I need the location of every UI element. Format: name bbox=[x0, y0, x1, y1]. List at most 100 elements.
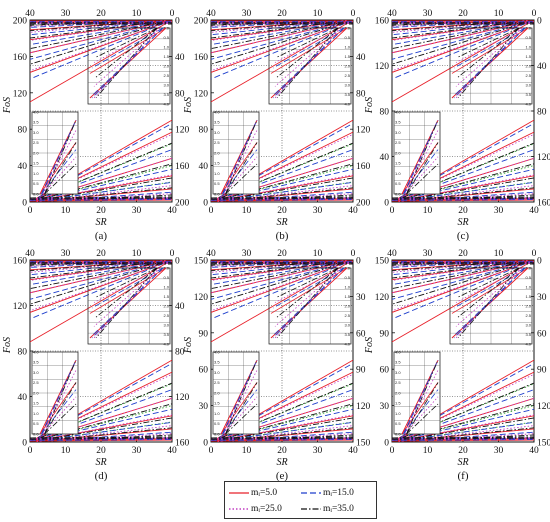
inset-series-line bbox=[404, 396, 439, 435]
inset-series-line bbox=[91, 267, 164, 339]
series-line-base bbox=[30, 437, 172, 440]
inset-tick-label: 3.5 bbox=[525, 92, 531, 97]
inset-tick-label: 1.5 bbox=[33, 401, 39, 406]
x-tick-label: 30 bbox=[132, 446, 142, 456]
inset-series-line bbox=[220, 142, 258, 195]
series-line-base bbox=[211, 197, 353, 200]
series-line-top bbox=[211, 20, 353, 54]
right-y-tick-label: 40 bbox=[175, 53, 185, 63]
panel-label: (f) bbox=[458, 470, 469, 482]
series-line-top bbox=[30, 20, 172, 103]
x-tick-label: 0 bbox=[28, 206, 33, 216]
series-line-top bbox=[30, 20, 172, 41]
inset-tick-label: 1.0 bbox=[33, 171, 39, 176]
series-line-top bbox=[211, 260, 353, 281]
top-x-tick-label: 20 bbox=[458, 249, 468, 259]
series-line-top bbox=[211, 260, 353, 312]
inset-tick-label: 2.0 bbox=[525, 303, 531, 308]
top-x-tick-label: 0 bbox=[532, 249, 537, 259]
series-line-top bbox=[30, 260, 172, 300]
series-line-base bbox=[30, 199, 172, 202]
series-line-top bbox=[211, 260, 353, 343]
y-tick-label: 150 bbox=[194, 257, 209, 267]
inset-tick-label: 3.0 bbox=[214, 130, 220, 135]
inset-tick-label: 0.5 bbox=[163, 275, 169, 280]
series-line bbox=[392, 168, 534, 202]
inset-tick-label: 2.0 bbox=[214, 390, 220, 395]
y-tick-label: 40 bbox=[199, 162, 209, 172]
x-tick-label: 20 bbox=[277, 446, 287, 456]
panel-curves bbox=[392, 20, 534, 202]
x-tick-label: 30 bbox=[313, 206, 323, 216]
series-line-top bbox=[30, 260, 172, 281]
series-line-top bbox=[392, 260, 534, 273]
series-line-top bbox=[211, 20, 353, 41]
series-line-base bbox=[30, 439, 172, 441]
inset-series-line bbox=[42, 156, 77, 195]
inset-tick-label: 1.0 bbox=[395, 171, 401, 176]
inset-tick-label: 0.0 bbox=[344, 25, 350, 30]
series-line bbox=[392, 149, 534, 202]
inset-series-line bbox=[41, 389, 77, 435]
inset-tick-label: 0.5 bbox=[344, 35, 350, 40]
inset-series-line bbox=[225, 382, 258, 435]
inset-tick-label: 1.5 bbox=[163, 294, 169, 299]
inset-series-line bbox=[44, 142, 77, 195]
right-y-tick-label: 80 bbox=[356, 89, 366, 99]
inset-tick-label: 1.0 bbox=[344, 44, 350, 49]
right-y-tick-label: 120 bbox=[537, 153, 550, 163]
inset-tick-label: 2.5 bbox=[33, 380, 39, 385]
inset-tick-label: 3.5 bbox=[163, 332, 169, 337]
inset-tick-label: 0.5 bbox=[395, 421, 401, 426]
series-line-base bbox=[392, 439, 534, 442]
inset-tick-label: 2.5 bbox=[214, 140, 220, 145]
legend-swatch-m15 bbox=[301, 492, 321, 494]
y-tick-label: 0 bbox=[22, 199, 27, 209]
inset-series-line bbox=[276, 27, 339, 78]
y-tick-label: 200 bbox=[194, 17, 209, 27]
series-line-base bbox=[392, 439, 534, 441]
series-line-base bbox=[392, 198, 534, 201]
y-tick-label: 40 bbox=[380, 153, 390, 163]
series-line bbox=[30, 403, 172, 442]
series-line-base bbox=[211, 437, 353, 439]
x-tick-label: 20 bbox=[96, 206, 106, 216]
y-tick-label: 60 bbox=[199, 366, 209, 376]
inset-tick-label: 1.0 bbox=[214, 411, 220, 416]
inset-tick-label: 0.0 bbox=[33, 431, 39, 436]
inset-tick-label: 3.5 bbox=[344, 332, 350, 337]
y-tick-label: 120 bbox=[13, 89, 28, 99]
inset-tick-label: 0.0 bbox=[344, 265, 350, 270]
inset-bottom-left: 0.0 0.5 1.0 1.5 2.0 2.5 3.0 3.5 4.0 bbox=[393, 349, 441, 436]
inset-tick-label: 1.5 bbox=[525, 54, 531, 59]
inset-series-line bbox=[42, 370, 77, 435]
series-line-top bbox=[30, 20, 172, 80]
inset-tick-label: 2.5 bbox=[33, 140, 39, 145]
inset-tick-label: 2.5 bbox=[214, 380, 220, 385]
series-line-base bbox=[30, 439, 172, 442]
y-tick-label: 40 bbox=[18, 162, 28, 172]
top-x-tick-label: 10 bbox=[313, 9, 323, 19]
x-tick-label: 20 bbox=[277, 206, 287, 216]
series-line bbox=[392, 389, 534, 442]
inset-series-line bbox=[89, 27, 167, 74]
inset-series-line bbox=[406, 360, 439, 435]
top-x-tick-label: 40 bbox=[25, 9, 35, 19]
legend-label-m35: mᵢ=35.0 bbox=[323, 504, 354, 514]
series-line-top bbox=[211, 20, 353, 80]
inset-tick-label: 0.5 bbox=[214, 421, 220, 426]
series-line-base bbox=[392, 438, 534, 441]
right-y-tick-label: 200 bbox=[356, 199, 371, 209]
inset-series-line bbox=[272, 27, 345, 96]
inset-tick-label: 2.5 bbox=[395, 140, 401, 145]
inset-tick-label: 1.0 bbox=[214, 171, 220, 176]
series-line-top bbox=[211, 20, 353, 65]
y-tick-label: 80 bbox=[18, 348, 28, 358]
inset-tick-label: 4.0 bbox=[214, 349, 220, 354]
series-line-base bbox=[30, 197, 172, 200]
y-tick-label: 60 bbox=[380, 366, 390, 376]
series-line-top bbox=[30, 260, 172, 273]
series-line-top bbox=[392, 260, 534, 305]
series-line-base bbox=[30, 437, 172, 439]
right-y-tick-label: 160 bbox=[356, 162, 371, 172]
